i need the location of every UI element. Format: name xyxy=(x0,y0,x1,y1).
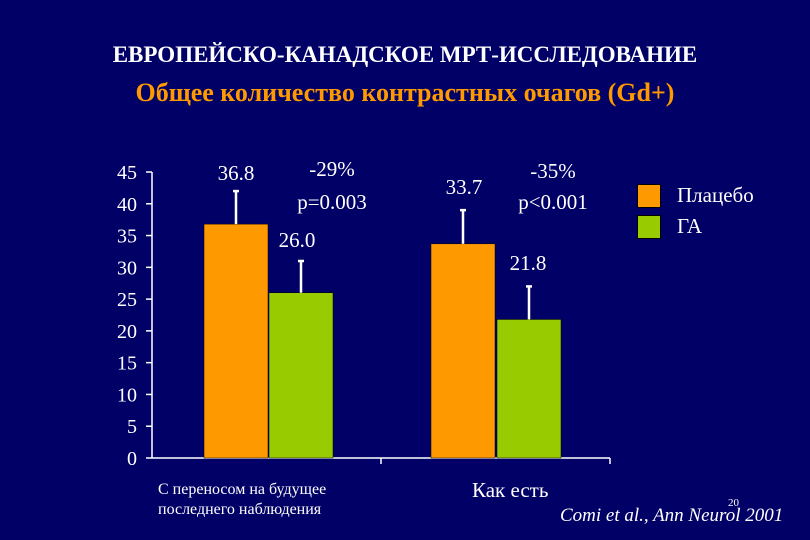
legend-item-placebo: Плацебо xyxy=(637,183,754,208)
y-tick-label: 35 xyxy=(117,226,137,248)
bar-placebo xyxy=(203,223,269,459)
slide-title: ЕВРОПЕЙСКО-КАНАДСКОЕ МРТ-ИССЛЕДОВАНИЕ xyxy=(112,42,698,67)
x-category-label-1-line-1: С переносом на будущее xyxy=(158,481,327,498)
y-tick-label: 5 xyxy=(127,416,137,438)
slide-subtitle: Общее количество контрастных очагов (Gd+… xyxy=(135,78,675,107)
annotation-percent: -35% xyxy=(530,159,576,183)
y-tick-label: 20 xyxy=(117,321,137,343)
citation: Comi et al., Ann Neurol 2001 xyxy=(560,505,784,526)
annotation-pvalue: p<0.001 xyxy=(518,190,588,214)
y-tick-label: 40 xyxy=(117,194,137,216)
y-tick-label: 10 xyxy=(117,384,137,406)
x-category-label-2: Как есть xyxy=(472,478,549,502)
annotation-pvalue: p=0.003 xyxy=(297,190,367,214)
y-tick-label: 15 xyxy=(117,353,137,375)
annotation-percent: -29% xyxy=(309,157,355,181)
bar-placebo xyxy=(430,243,496,459)
data-label: 36.8 xyxy=(218,161,255,185)
y-tick-label: 30 xyxy=(117,257,137,279)
y-tick-label: 45 xyxy=(117,162,137,184)
x-category-label-1: С переносом на будущее последнего наблюд… xyxy=(158,480,326,520)
bar-ga xyxy=(268,292,334,459)
data-label: 21.8 xyxy=(510,251,547,275)
bar-ga xyxy=(496,319,562,459)
y-tick-label: 25 xyxy=(117,289,137,311)
page-number: 20 xyxy=(728,497,739,509)
legend-item-ga: ГА xyxy=(637,214,702,239)
legend-swatch-placebo xyxy=(637,183,661,208)
x-category-label-1-line-2: последнего наблюдения xyxy=(158,501,322,518)
data-label: 33.7 xyxy=(446,175,483,199)
data-label: 26.0 xyxy=(279,228,316,252)
legend-label-placebo: Плацебо xyxy=(677,183,754,207)
legend-label-ga: ГА xyxy=(677,214,703,238)
legend-swatch-ga xyxy=(637,214,661,239)
y-tick-label: 0 xyxy=(127,448,137,470)
